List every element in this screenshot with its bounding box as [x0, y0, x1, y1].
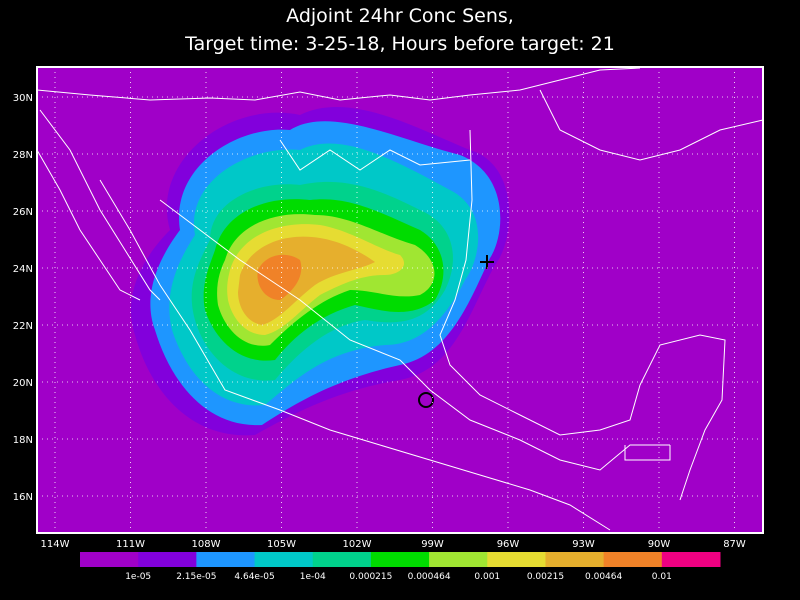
lon-label: 108W [192, 539, 221, 550]
lon-label: 111W [116, 539, 145, 550]
colorbar-label: 1e-04 [300, 572, 326, 582]
colorbar-box [312, 552, 372, 567]
lat-label: 22N [13, 321, 33, 332]
colorbar-box [196, 552, 256, 567]
lat-label: 30N [13, 93, 33, 104]
lon-label: 90W [648, 539, 671, 550]
colorbar-box [429, 552, 488, 567]
colorbar-label: 0.000215 [349, 572, 392, 582]
lon-label: 93W [572, 539, 595, 550]
colorbar-label: 4.64e-05 [234, 572, 274, 582]
map [37, 67, 763, 533]
target-marker [480, 255, 494, 269]
title-line: Target time: 3-25-18, Hours before targe… [184, 33, 615, 55]
title-line: Adjoint 24hr Conc Sens, [286, 5, 514, 27]
colorbar-box [370, 552, 430, 567]
colorbar-box [545, 552, 605, 567]
colorbar-label: 0.001 [474, 572, 500, 582]
source-marker [418, 392, 434, 408]
lat-label: 18N [13, 435, 33, 446]
lon-label: 114W [41, 539, 70, 550]
colorbar-box [138, 552, 197, 567]
axes: 30N 28N 26N 24N 22N 20N 18N 16N 114W 111W 108W 105W… [13, 93, 746, 550]
lat-label: 26N [13, 207, 33, 218]
colorbar-label: 1e-05 [125, 572, 151, 582]
lat-label: 16N [13, 492, 33, 503]
lon-label: 105W [267, 539, 296, 550]
contour [257, 254, 302, 300]
lat-label: 28N [13, 150, 33, 161]
colorbar-label: 2.15e-05 [176, 572, 216, 582]
colorbar: 1e-05 2.15e-05 4.64e-05 1e-04 0.000215 0.0004… [80, 552, 721, 582]
lon-label: 102W [343, 539, 372, 550]
colorbar-box [80, 552, 139, 567]
colorbar-box [661, 552, 721, 567]
lat-label: 24N [13, 264, 33, 275]
lat-label: 20N [13, 378, 33, 389]
coastlines [37, 67, 763, 531]
colorbar-box [603, 552, 663, 567]
map-frame [36, 66, 764, 534]
lon-label: 99W [421, 539, 444, 550]
colorbar-label: 0.01 [652, 572, 672, 582]
lon-label: 96W [497, 539, 520, 550]
colorbar-label: 0.00215 [527, 572, 564, 582]
colorbar-box [487, 552, 546, 567]
lon-label: 87W [723, 539, 746, 550]
colorbar-box [254, 552, 314, 567]
colorbar-label: 0.000464 [408, 572, 451, 582]
colorbar-label: 0.00464 [585, 572, 622, 582]
